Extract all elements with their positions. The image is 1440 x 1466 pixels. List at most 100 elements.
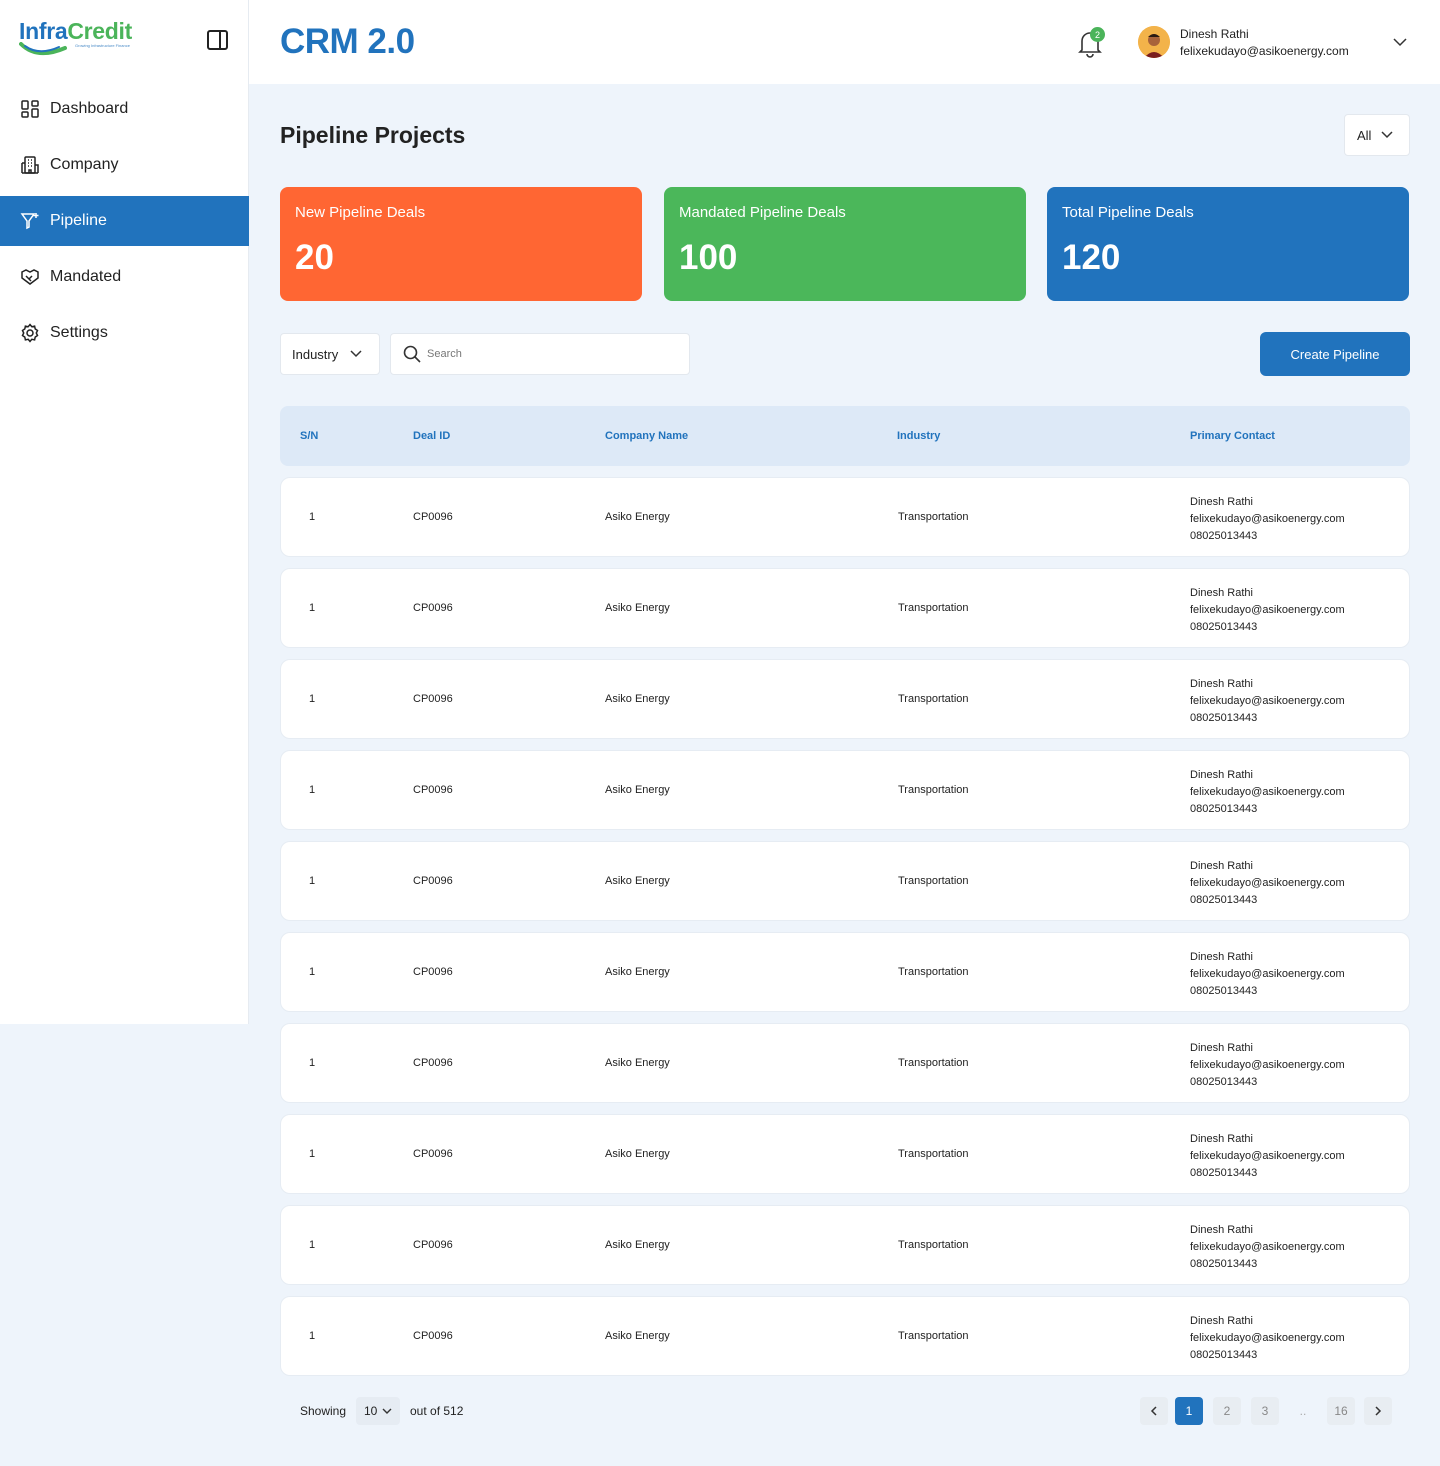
search-input[interactable] — [427, 348, 667, 360]
cell-sn: 1 — [309, 511, 316, 523]
stat-label: New Pipeline Deals — [295, 204, 426, 221]
cell-primary-contact: Dinesh Rathi felixekudayo@asikoenergy.com… — [1190, 494, 1345, 545]
cell-deal-id: CP0096 — [413, 1148, 453, 1160]
table-row[interactable]: 1 CP0096 Asiko Energy Transportation Dinesh … — [280, 1296, 1410, 1376]
logo-swoosh-icon — [19, 42, 67, 56]
sidebar-item-mandated[interactable]: Mandated — [0, 252, 249, 302]
cell-company: Asiko Energy — [605, 511, 670, 523]
chevron-down-icon[interactable] — [1392, 35, 1408, 49]
contact-phone: 08025013443 — [1190, 1349, 1258, 1361]
sidebar-item-settings[interactable]: Settings — [0, 308, 249, 358]
page-button-2[interactable]: 2 — [1213, 1397, 1241, 1425]
cell-sn: 1 — [309, 602, 316, 614]
create-pipeline-button[interactable]: Create Pipeline — [1260, 332, 1410, 376]
page-title: Pipeline Projects — [280, 122, 466, 148]
table-row[interactable]: 1 CP0096 Asiko Energy Transportation Dinesh … — [280, 568, 1410, 648]
cell-sn: 1 — [309, 966, 316, 978]
cell-sn: 1 — [309, 875, 316, 887]
page-button-3[interactable]: 3 — [1251, 1397, 1279, 1425]
next-page-button[interactable] — [1364, 1397, 1392, 1425]
table-row[interactable]: 1 CP0096 Asiko Energy Transportation Dinesh … — [280, 1114, 1410, 1194]
chevron-down-icon — [1381, 131, 1393, 139]
stat-value: 20 — [295, 238, 334, 277]
sidebar-item-dashboard[interactable]: Dashboard — [0, 84, 249, 134]
cell-company: Asiko Energy — [605, 875, 670, 887]
building-icon — [20, 155, 40, 175]
cell-sn: 1 — [309, 784, 316, 796]
contact-phone: 08025013443 — [1190, 712, 1258, 724]
cell-primary-contact: Dinesh Rathi felixekudayo@asikoenergy.com… — [1190, 585, 1345, 636]
column-header-contact: Primary Contact — [1190, 430, 1275, 442]
contact-name: Dinesh Rathi — [1190, 496, 1253, 508]
page-ellipsis: .. — [1299, 1404, 1307, 1418]
page-button-16[interactable]: 16 — [1327, 1397, 1355, 1425]
contact-name: Dinesh Rathi — [1190, 1315, 1253, 1327]
total-count-label: out of 512 — [410, 1404, 464, 1418]
contact-email: felixekudayo@asikoenergy.com — [1190, 1150, 1345, 1162]
cell-company: Asiko Energy — [605, 1330, 670, 1342]
stat-label: Mandated Pipeline Deals — [679, 204, 846, 221]
app-title: CRM 2.0 — [280, 22, 415, 61]
column-header-deal-id: Deal ID — [413, 430, 451, 442]
sidebar-item-pipeline[interactable]: Pipeline — [0, 196, 249, 246]
table-row[interactable]: 1 CP0096 Asiko Energy Transportation Dinesh … — [280, 750, 1410, 830]
search-box — [390, 333, 690, 375]
contact-email: felixekudayo@asikoenergy.com — [1190, 1241, 1345, 1253]
page-button-1[interactable]: 1 — [1175, 1397, 1203, 1425]
cell-primary-contact: Dinesh Rathi felixekudayo@asikoenergy.com… — [1190, 1040, 1345, 1091]
cell-deal-id: CP0096 — [413, 511, 453, 523]
cell-company: Asiko Energy — [605, 602, 670, 614]
sidebar-toggle-icon[interactable] — [207, 30, 228, 50]
contact-email: felixekudayo@asikoenergy.com — [1190, 1059, 1345, 1071]
top-header: CRM 2.0 2 Dinesh Rathi felixekudayo@asik… — [249, 0, 1440, 84]
contact-email: felixekudayo@asikoenergy.com — [1190, 695, 1345, 707]
contact-phone: 08025013443 — [1190, 530, 1258, 542]
table-row[interactable]: 1 CP0096 Asiko Energy Transportation Dinesh … — [280, 477, 1410, 557]
sidebar-item-company[interactable]: Company — [0, 140, 249, 190]
table-row[interactable]: 1 CP0096 Asiko Energy Transportation Dinesh … — [280, 659, 1410, 739]
sidebar: InfraCredit Growing Infrastructure Finan… — [0, 0, 249, 1024]
contact-name: Dinesh Rathi — [1190, 1224, 1253, 1236]
table-row[interactable]: 1 CP0096 Asiko Energy Transportation Dinesh … — [280, 932, 1410, 1012]
avatar[interactable] — [1138, 26, 1170, 58]
table-row[interactable]: 1 CP0096 Asiko Energy Transportation Dinesh … — [280, 1205, 1410, 1285]
filter-icon — [20, 211, 40, 231]
cell-primary-contact: Dinesh Rathi felixekudayo@asikoenergy.com… — [1190, 1222, 1345, 1273]
cell-deal-id: CP0096 — [413, 693, 453, 705]
dashboard-icon — [20, 99, 40, 119]
infracredit-logo: InfraCredit Growing Infrastructure Finan… — [19, 18, 149, 62]
user-name: Dinesh Rathi — [1180, 27, 1249, 41]
industry-select[interactable]: Industry — [280, 333, 380, 375]
cell-deal-id: CP0096 — [413, 966, 453, 978]
cell-deal-id: CP0096 — [413, 602, 453, 614]
chevron-left-icon — [1150, 1406, 1157, 1416]
cell-industry: Transportation — [898, 602, 969, 614]
contact-phone: 08025013443 — [1190, 1258, 1258, 1270]
period-select[interactable]: All — [1344, 114, 1410, 156]
prev-page-button[interactable] — [1140, 1397, 1168, 1425]
table-row[interactable]: 1 CP0096 Asiko Energy Transportation Dinesh … — [280, 841, 1410, 921]
cell-deal-id: CP0096 — [413, 784, 453, 796]
sidebar-item-label: Company — [50, 156, 119, 173]
stat-label: Total Pipeline Deals — [1062, 204, 1194, 221]
contact-name: Dinesh Rathi — [1190, 951, 1253, 963]
table-row[interactable]: 1 CP0096 Asiko Energy Transportation Dinesh … — [280, 1023, 1410, 1103]
cell-company: Asiko Energy — [605, 966, 670, 978]
contact-name: Dinesh Rathi — [1190, 587, 1253, 599]
cell-industry: Transportation — [898, 784, 969, 796]
contact-email: felixekudayo@asikoenergy.com — [1190, 786, 1345, 798]
cell-industry: Transportation — [898, 1057, 969, 1069]
gear-icon — [20, 323, 40, 343]
sidebar-nav: Dashboard Company Pipeline Mandated Sett… — [0, 84, 249, 364]
per-page-select[interactable]: 10 — [356, 1397, 400, 1425]
cell-company: Asiko Energy — [605, 693, 670, 705]
user-avatar-icon — [1138, 26, 1170, 58]
contact-email: felixekudayo@asikoenergy.com — [1190, 513, 1345, 525]
column-header-sn: S/N — [300, 430, 319, 442]
contact-phone: 08025013443 — [1190, 621, 1258, 633]
user-email: felixekudayo@asikoenergy.com — [1180, 44, 1349, 58]
cell-industry: Transportation — [898, 1239, 969, 1251]
cell-primary-contact: Dinesh Rathi felixekudayo@asikoenergy.com… — [1190, 676, 1345, 727]
cell-primary-contact: Dinesh Rathi felixekudayo@asikoenergy.com… — [1190, 858, 1345, 909]
contact-name: Dinesh Rathi — [1190, 860, 1253, 872]
